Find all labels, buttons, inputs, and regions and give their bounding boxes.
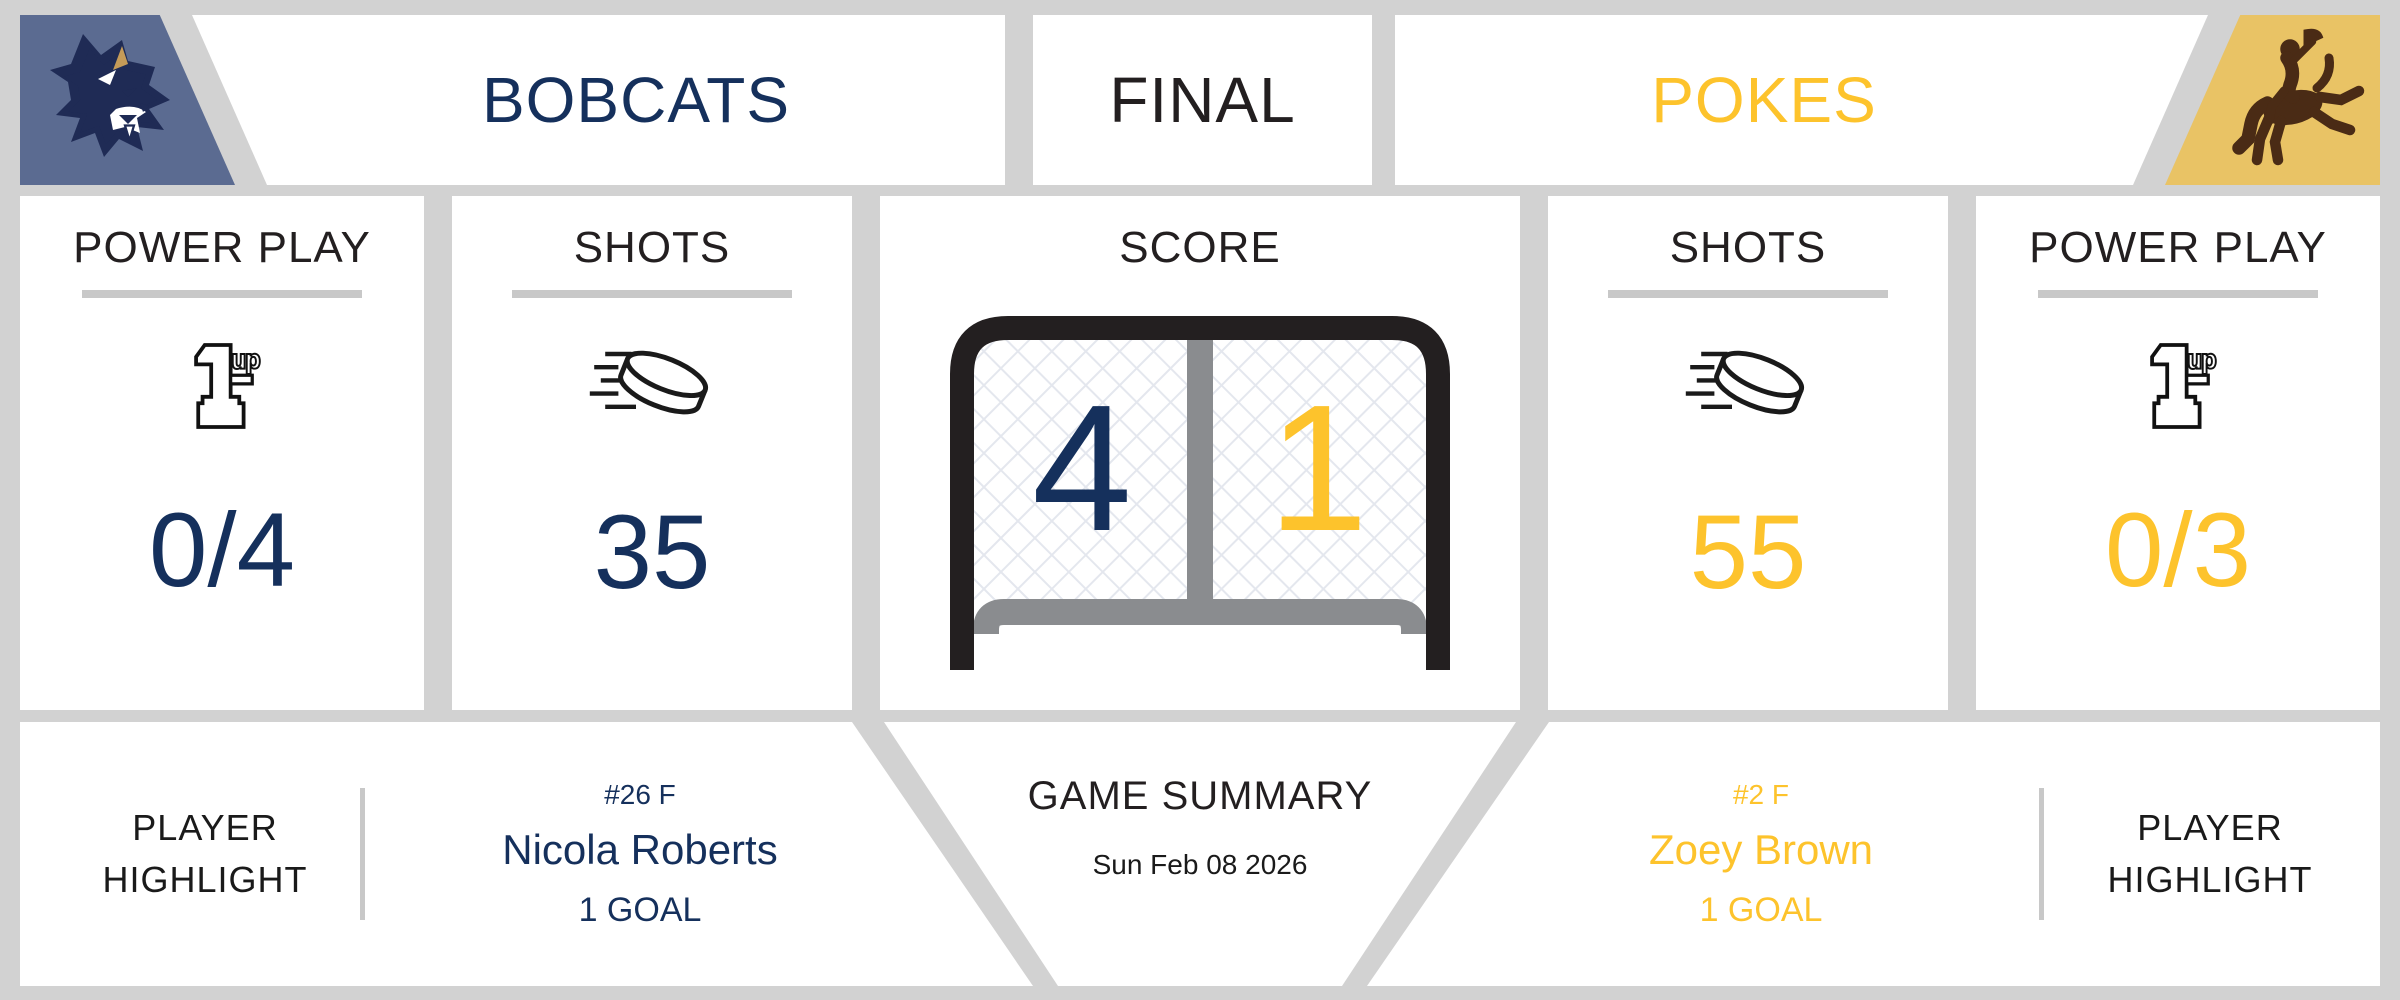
away-team-panel: POKES — [1395, 15, 2208, 185]
title-rule — [82, 290, 362, 298]
away-team-name: POKES — [1651, 64, 1877, 136]
away-shots-value: 55 — [1689, 494, 1807, 611]
home-power-play-panel: POWER PLAY up 0/4 — [20, 196, 424, 710]
away-power-play-panel: POWER PLAY up 0/3 — [1976, 196, 2380, 710]
away-player-name: Zoey Brown — [1648, 826, 1874, 873]
vertical-divider — [360, 788, 365, 920]
one-up-icon: up — [2150, 343, 2220, 429]
away-shots-title: SHOTS — [1669, 223, 1827, 272]
svg-text:up: up — [231, 345, 261, 376]
away-shots-panel: SHOTS 55 — [1548, 196, 1948, 710]
away-player-highlight-label: PLAYER HIGHLIGHT — [2107, 806, 2313, 900]
game-date: Sun Feb 08 2026 — [1092, 849, 1308, 880]
home-player-block: #26 F Nicola Roberts 1 GOAL — [420, 722, 860, 986]
bucking-horse-rider-logo-icon — [2232, 28, 2365, 166]
home-player-number: #26 F — [604, 779, 676, 810]
home-power-play-value: 0/4 — [149, 492, 295, 609]
home-player-highlight-label: PLAYER HIGHLIGHT — [102, 806, 308, 900]
home-player-name: Nicola Roberts — [502, 826, 778, 873]
away-player-stat: 1 GOAL — [1699, 891, 1823, 929]
title-rule — [1608, 290, 1888, 298]
one-up-icon: up — [194, 343, 264, 429]
away-power-play-title: POWER PLAY — [2029, 223, 2327, 272]
home-player-stat: 1 GOAL — [578, 891, 702, 929]
game-status-panel: FINAL — [1033, 15, 1372, 185]
away-player-block: #2 F Zoey Brown 1 GOAL — [1541, 722, 1981, 986]
flying-puck-icon — [589, 350, 708, 415]
vertical-divider — [2039, 788, 2044, 920]
home-power-play-title: POWER PLAY — [73, 223, 371, 272]
game-status: FINAL — [1109, 64, 1296, 136]
away-player-number: #2 F — [1732, 779, 1790, 810]
away-logo-panel — [2165, 15, 2380, 185]
title-rule — [2038, 290, 2318, 298]
score-title: SCORE — [1119, 223, 1281, 272]
home-team-name: BOBCATS — [481, 64, 791, 136]
away-score-value: 1 — [1267, 368, 1369, 569]
hockey-goal-graphic — [950, 316, 1450, 670]
away-player-highlight-panel: #2 F Zoey Brown 1 GOAL PLAYER HIGHLIGHT — [1367, 722, 2380, 986]
home-shots-title: SHOTS — [573, 223, 731, 272]
away-power-play-value: 0/3 — [2105, 492, 2251, 609]
hockey-goal-icon: 4 1 — [950, 316, 1450, 670]
bobcat-logo-icon — [50, 34, 170, 157]
flying-puck-icon — [1685, 350, 1804, 415]
home-logo-panel — [20, 15, 235, 185]
game-summary-title: GAME SUMMARY — [1027, 774, 1373, 818]
title-rule — [512, 290, 792, 298]
home-shots-panel: SHOTS 35 — [452, 196, 852, 710]
home-score-value: 4 — [1031, 368, 1133, 569]
svg-text:up: up — [2187, 345, 2217, 376]
home-team-panel: BOBCATS — [192, 15, 1005, 185]
home-shots-value: 35 — [593, 494, 711, 611]
score-panel: SCORE 4 1 — [880, 196, 1520, 710]
home-player-highlight-panel: PLAYER HIGHLIGHT #26 F Nicola Roberts 1 … — [20, 722, 1033, 986]
